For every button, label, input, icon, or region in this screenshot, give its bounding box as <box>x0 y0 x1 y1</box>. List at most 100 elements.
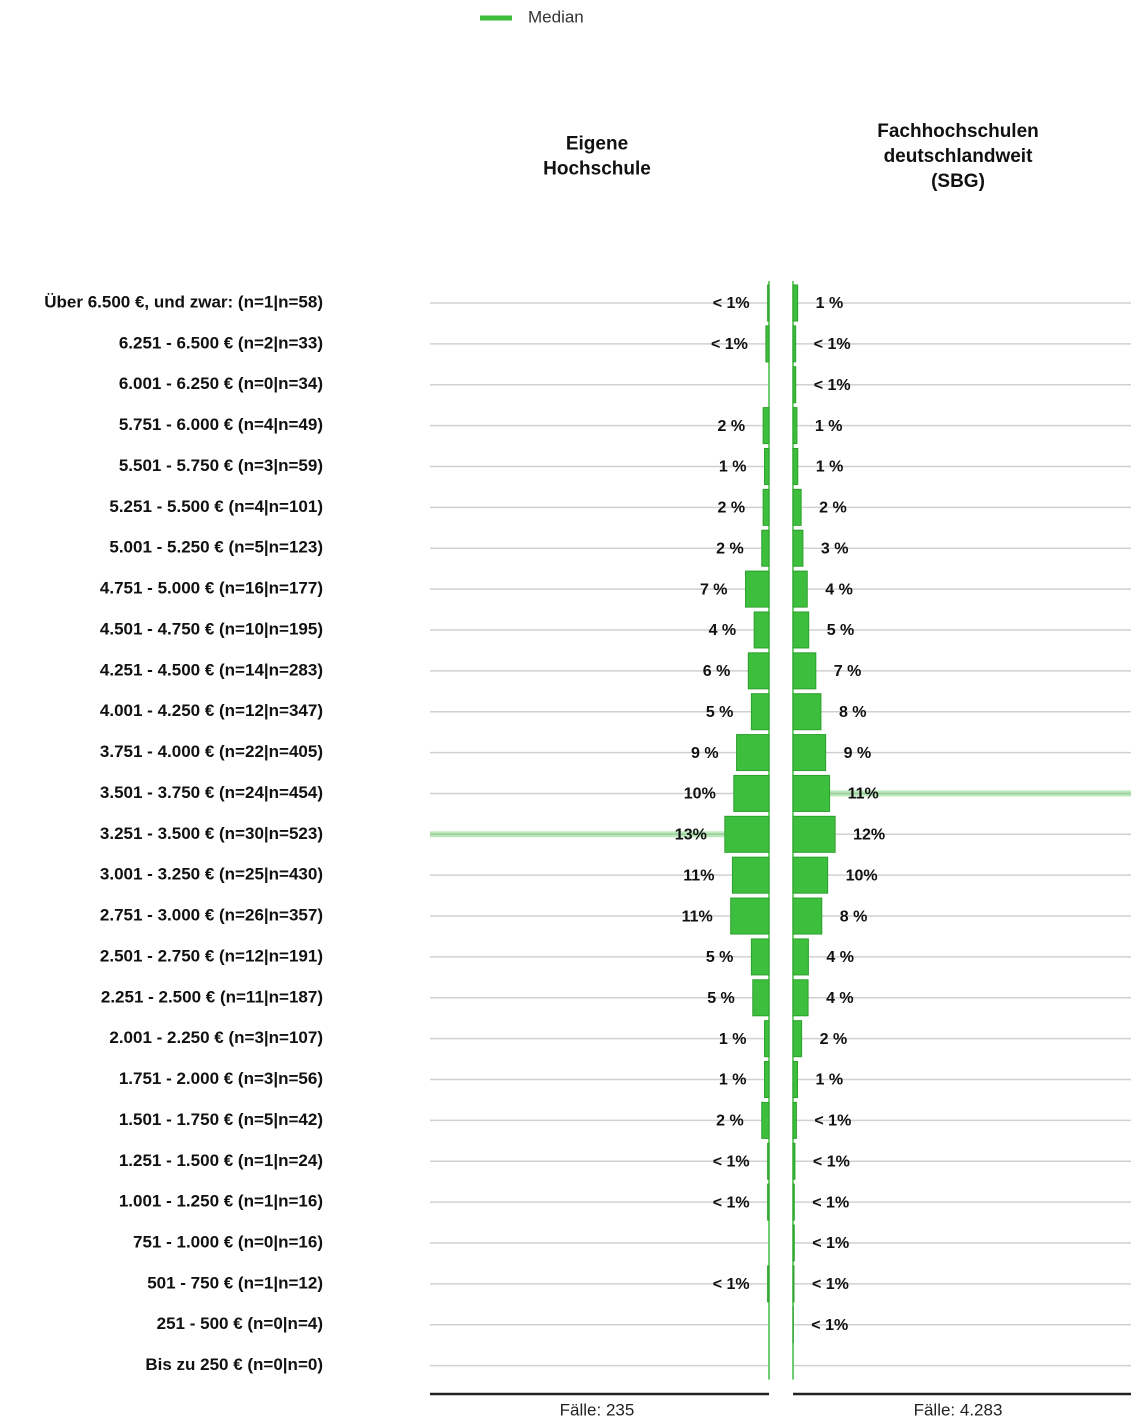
value-label: 5 % <box>707 990 735 1007</box>
value-label: 10% <box>846 867 878 884</box>
bar <box>761 1101 770 1139</box>
value-label: 1 % <box>815 418 843 435</box>
value-label: < 1% <box>713 1194 750 1211</box>
bar <box>752 979 770 1017</box>
value-label: < 1% <box>713 1153 750 1170</box>
bar <box>792 652 817 690</box>
value-label: 6 % <box>703 663 731 680</box>
value-label: 2 % <box>820 1031 848 1048</box>
bar <box>731 856 770 894</box>
value-label: < 1% <box>711 336 748 353</box>
bar <box>792 570 808 608</box>
bar <box>792 938 809 976</box>
category-label: 2.501 - 2.750 € (n=12|n=191) <box>100 946 323 965</box>
category-label: 3.501 - 3.750 € (n=24|n=454) <box>100 783 323 802</box>
bar <box>753 611 770 649</box>
median-line <box>430 831 768 838</box>
bar <box>745 570 770 608</box>
category-label: Bis zu 250 € (n=0|n=0) <box>145 1355 323 1374</box>
value-label: 1 % <box>719 1072 747 1089</box>
category-label: 751 - 1.000 € (n=0|n=16) <box>133 1232 323 1251</box>
value-label: 1 % <box>719 1031 747 1048</box>
bar <box>764 1020 770 1058</box>
bar <box>792 693 822 731</box>
bar <box>762 488 770 526</box>
bar <box>750 938 770 976</box>
value-label: 7 % <box>834 663 862 680</box>
bar <box>767 1265 770 1303</box>
value-label: 8 % <box>840 908 868 925</box>
bar <box>792 1183 795 1221</box>
category-label: 1.001 - 1.250 € (n=1|n=16) <box>119 1192 323 1211</box>
bar <box>792 774 831 812</box>
value-label: 5 % <box>827 622 855 639</box>
value-label: 11% <box>848 786 879 803</box>
category-label: 5.251 - 5.500 € (n=4|n=101) <box>109 497 323 516</box>
category-label: 6.001 - 6.250 € (n=0|n=34) <box>119 374 323 393</box>
value-label: < 1% <box>814 1113 851 1130</box>
category-label: 251 - 500 € (n=0|n=4) <box>157 1314 323 1333</box>
value-label: 11% <box>683 867 714 884</box>
bar <box>762 407 770 445</box>
category-label: 1.251 - 1.500 € (n=1|n=24) <box>119 1151 323 1170</box>
bar <box>792 1061 799 1099</box>
category-label: 5.001 - 5.250 € (n=5|n=123) <box>109 538 323 557</box>
value-label: < 1% <box>814 336 851 353</box>
bar <box>767 284 770 322</box>
bar <box>733 774 770 812</box>
bar <box>792 611 810 649</box>
bar <box>792 1020 803 1058</box>
category-label: 5.501 - 5.750 € (n=3|n=59) <box>119 456 323 475</box>
value-label: 3 % <box>821 540 849 557</box>
value-label: < 1% <box>811 1317 848 1334</box>
value-label: 9 % <box>844 745 872 762</box>
category-label: 2.751 - 3.000 € (n=26|n=357) <box>100 906 323 925</box>
bar <box>792 325 797 363</box>
bar <box>747 652 770 690</box>
bar <box>736 734 770 772</box>
value-label: 2 % <box>716 540 744 557</box>
value-label: < 1% <box>812 1235 849 1252</box>
bar <box>792 366 797 404</box>
category-label: 6.251 - 6.500 € (n=2|n=33) <box>119 333 323 352</box>
category-label: 3.001 - 3.250 € (n=25|n=430) <box>100 865 323 884</box>
category-label: 1.751 - 2.000 € (n=3|n=56) <box>119 1069 323 1088</box>
case-count: Fälle: 4.283 <box>914 1400 1003 1419</box>
bar <box>767 1142 770 1180</box>
value-label: 11% <box>682 908 713 925</box>
category-label: 3.751 - 4.000 € (n=22|n=405) <box>100 742 323 761</box>
value-label: 7 % <box>700 581 728 598</box>
category-label: 2.001 - 2.250 € (n=3|n=107) <box>109 1028 323 1047</box>
value-label: 4 % <box>826 990 854 1007</box>
value-label: 5 % <box>706 949 734 966</box>
bar <box>730 897 770 935</box>
bar <box>750 693 770 731</box>
bar <box>764 447 770 485</box>
bar <box>792 1101 797 1139</box>
category-label: 3.251 - 3.500 € (n=30|n=523) <box>100 824 323 843</box>
value-label: 13% <box>675 827 707 844</box>
bar <box>792 488 802 526</box>
bar <box>792 1224 795 1262</box>
category-label: 1.501 - 1.750 € (n=5|n=42) <box>119 1110 323 1129</box>
value-label: 2 % <box>819 500 847 517</box>
bar <box>792 734 827 772</box>
value-label: 1 % <box>816 1072 844 1089</box>
value-label: < 1% <box>713 295 750 312</box>
value-label: 12% <box>853 827 885 844</box>
value-label: < 1% <box>812 1194 849 1211</box>
category-label: 501 - 750 € (n=1|n=12) <box>147 1273 323 1292</box>
bar <box>792 979 809 1017</box>
bar <box>792 447 799 485</box>
value-label: 5 % <box>706 704 734 721</box>
value-label: 1 % <box>816 459 844 476</box>
category-label: 4.251 - 4.500 € (n=14|n=283) <box>100 660 323 679</box>
value-label: 4 % <box>826 949 854 966</box>
category-label: 4.501 - 4.750 € (n=10|n=195) <box>100 619 323 638</box>
value-label: 9 % <box>691 745 719 762</box>
column-header: Fachhochschulen deutschlandweit (SBG) <box>877 121 1039 192</box>
bar <box>792 529 804 567</box>
value-label: 2 % <box>718 418 746 435</box>
value-label: 2 % <box>716 1113 744 1130</box>
